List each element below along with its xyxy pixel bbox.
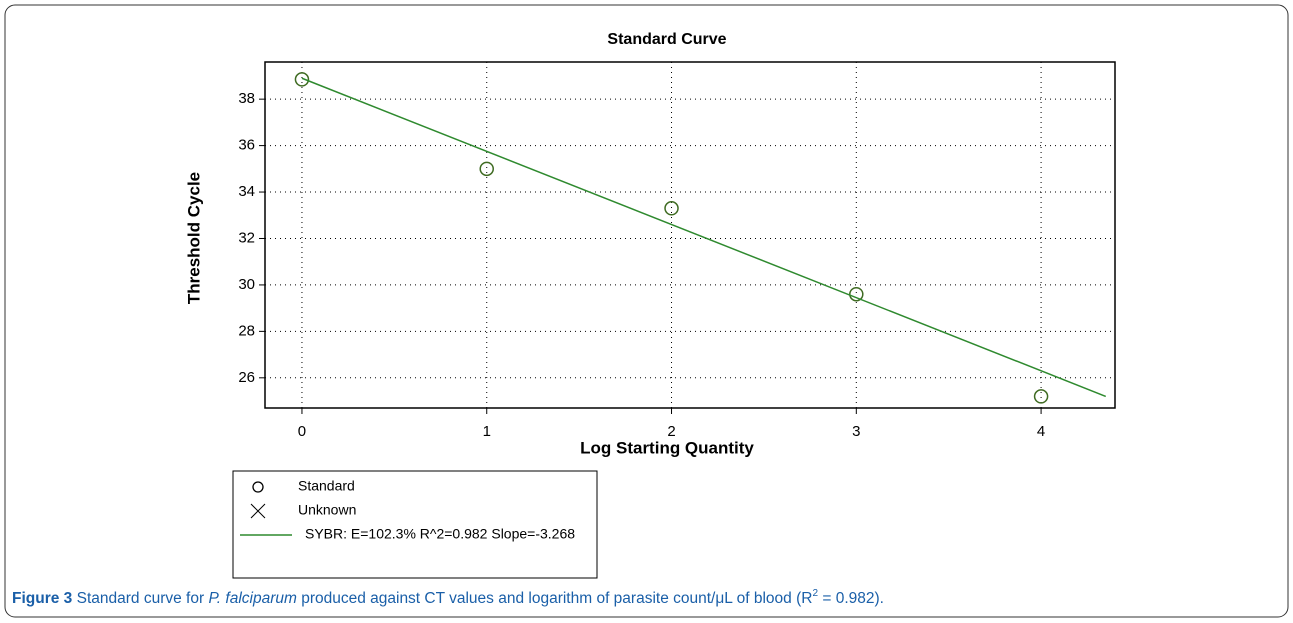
plot-border — [264, 61, 1116, 409]
legend-symbol — [250, 503, 266, 519]
data-point — [479, 161, 494, 177]
data-point — [664, 201, 679, 216]
caption-text: produced against CT values and logarithm… — [297, 590, 813, 607]
legend-label: Unknown — [298, 502, 356, 518]
x-tick-label: 1 — [483, 423, 491, 440]
y-tick-label: 34 — [238, 183, 255, 200]
caption-label: Figure 3 — [12, 590, 73, 607]
y-tick-label: 32 — [238, 229, 255, 246]
caption-superscript: 2 — [812, 588, 818, 599]
y-tick-label: 28 — [238, 322, 255, 339]
x-tick-label: 3 — [852, 423, 860, 440]
legend-symbol — [252, 481, 264, 493]
y-tick-label: 36 — [238, 137, 255, 154]
caption-text: P. falciparum — [208, 590, 297, 607]
data-point — [1033, 389, 1049, 404]
legend-box — [232, 470, 598, 579]
y-tick-label: 38 — [238, 90, 255, 107]
chart-title: Standard Curve — [607, 31, 726, 48]
x-tick-label: 2 — [667, 423, 675, 440]
legend-label: Standard — [298, 478, 355, 494]
caption-text: Standard curve for — [77, 590, 209, 607]
x-axis-label: Log Starting Quantity — [580, 438, 754, 457]
data-point — [849, 286, 864, 302]
caption: Figure 3 Standard curve for P. falciparu… — [12, 588, 884, 607]
y-axis-label: Threshold Cycle — [184, 172, 203, 304]
x-tick-label: 0 — [298, 423, 306, 440]
caption-text: = 0.982). — [818, 590, 884, 607]
x-tick-label: 4 — [1037, 423, 1045, 440]
y-tick-label: 30 — [238, 276, 255, 293]
legend-label: SYBR: E=102.3% R^2=0.982 Slope=-3.268 — [305, 526, 575, 542]
fit-line — [301, 77, 1107, 398]
y-tick-label: 26 — [238, 369, 255, 386]
figure-frame — [4, 4, 1289, 618]
data-point — [294, 72, 310, 87]
